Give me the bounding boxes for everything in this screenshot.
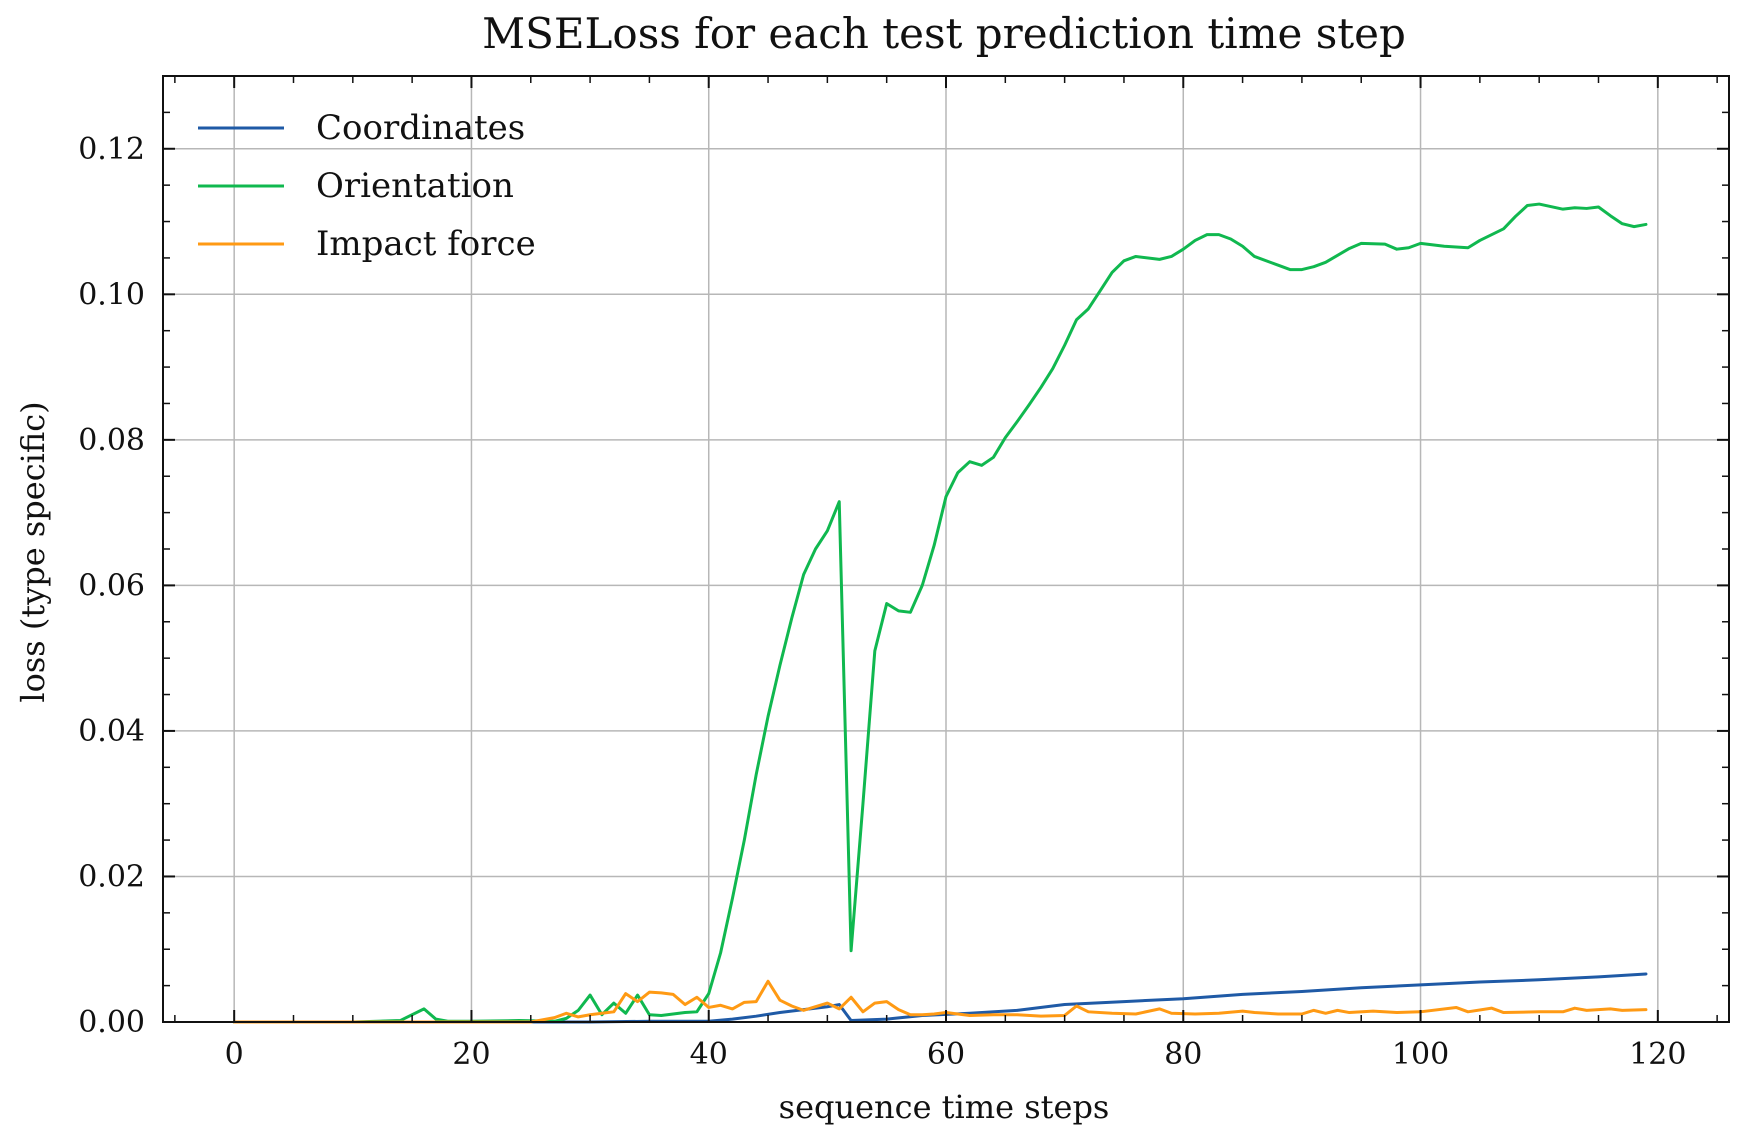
y-tick-label: 0.02: [78, 859, 145, 894]
chart-legend: Coordinates Orientation Impact force: [198, 108, 536, 264]
x-axis-label: sequence time steps: [779, 1088, 1110, 1126]
y-tick-label: 0.00: [78, 1005, 145, 1040]
plot-frame: [162, 75, 1730, 1023]
y-tick-label: 0.06: [78, 568, 145, 603]
legend-label: Coordinates: [316, 108, 525, 148]
legend-item-coordinates: Coordinates: [198, 108, 525, 148]
legend-label: Impact force: [316, 224, 536, 264]
series-line-coordinates: [232, 972, 1648, 1024]
x-tick-label: 100: [1392, 1037, 1449, 1072]
x-tick-label: 60: [927, 1037, 965, 1072]
series-line-orientation: [232, 202, 1648, 1024]
x-tick-label: 80: [1164, 1037, 1202, 1072]
x-tick-label: 40: [690, 1037, 728, 1072]
y-tick-label: 0.04: [78, 714, 145, 749]
series-lines: [232, 202, 1648, 1024]
x-tick-label: 120: [1629, 1037, 1686, 1072]
legend-item-orientation: Orientation: [198, 166, 514, 206]
chart-title: MSELoss for each test prediction time st…: [482, 9, 1406, 58]
x-tick-label: 0: [225, 1037, 244, 1072]
legend-label: Orientation: [316, 166, 514, 206]
grid-lines: [163, 76, 1729, 1023]
y-tick-label: 0.08: [78, 423, 145, 458]
series-line-impact-force: [232, 979, 1648, 1024]
y-axis-label: loss (type specific): [14, 401, 52, 702]
y-tick-label: 0.12: [78, 132, 145, 167]
x-tick-label: 20: [452, 1037, 490, 1072]
y-tick-label: 0.10: [78, 277, 145, 312]
tick-labels: 0 20 40 60 80 100 120 0.00 0.02 0.04 0.06 0.08 0.10 0…: [78, 132, 1686, 1072]
axis-ticks: [163, 76, 1729, 1023]
legend-item-impact-force: Impact force: [198, 224, 536, 264]
